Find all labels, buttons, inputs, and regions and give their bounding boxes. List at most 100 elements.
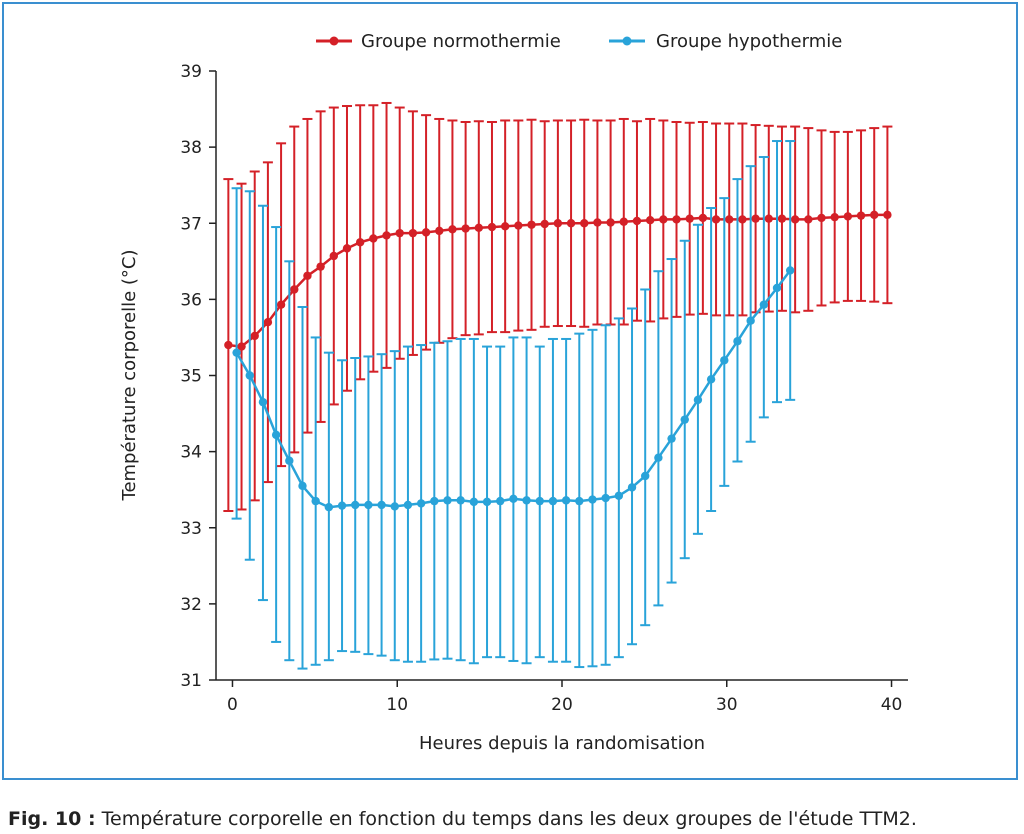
data-point bbox=[329, 251, 339, 261]
data-point bbox=[351, 500, 360, 510]
data-point bbox=[575, 496, 584, 506]
data-point bbox=[416, 499, 426, 508]
data-point bbox=[614, 491, 624, 500]
data-point bbox=[764, 214, 773, 223]
data-point bbox=[369, 234, 378, 243]
data-point bbox=[311, 496, 320, 506]
data-point bbox=[785, 266, 795, 275]
temperature-chart: 31 32 33 34 35 36 37 38 39 0 10 20 30 40 Groupe normo… bbox=[119, 31, 908, 754]
data-point bbox=[804, 215, 813, 224]
data-point bbox=[856, 211, 866, 220]
x-axis-title: Heures depuis la randomisation bbox=[419, 733, 705, 754]
data-point bbox=[561, 496, 571, 505]
data-point bbox=[469, 497, 479, 507]
x-tick-label: 30 bbox=[716, 695, 738, 715]
data-point bbox=[751, 214, 760, 223]
data-point bbox=[746, 316, 755, 325]
legend-marker-normothermie bbox=[329, 36, 339, 46]
data-point bbox=[759, 300, 769, 309]
data-point bbox=[456, 496, 465, 505]
data-point bbox=[303, 271, 312, 280]
data-point bbox=[342, 244, 352, 253]
y-tick-label: 36 bbox=[180, 290, 202, 310]
x-tick-label: 10 bbox=[386, 695, 408, 715]
data-point bbox=[632, 216, 642, 226]
data-point bbox=[883, 210, 892, 220]
data-point bbox=[364, 500, 373, 510]
data-point bbox=[548, 496, 558, 506]
data-point bbox=[482, 497, 492, 507]
data-point bbox=[285, 456, 294, 465]
data-point bbox=[509, 494, 518, 504]
data-point bbox=[250, 331, 259, 341]
data-point bbox=[443, 496, 452, 505]
data-point bbox=[566, 219, 576, 228]
data-point bbox=[298, 481, 307, 491]
data-point bbox=[496, 496, 505, 506]
data-point bbox=[461, 224, 470, 233]
data-point bbox=[601, 493, 610, 503]
x-tick-label: 40 bbox=[881, 695, 903, 715]
data-point bbox=[390, 502, 399, 511]
y-tick-label: 32 bbox=[180, 595, 202, 615]
data-point bbox=[514, 221, 523, 230]
figure-caption: Fig. 10 : Température corporelle en fonc… bbox=[8, 808, 917, 830]
data-point bbox=[540, 219, 549, 229]
data-point bbox=[448, 225, 457, 234]
legend-marker-hypothermie bbox=[622, 36, 632, 46]
data-point bbox=[245, 371, 254, 380]
data-point bbox=[487, 222, 497, 232]
data-point bbox=[403, 500, 413, 510]
data-point bbox=[645, 216, 655, 225]
data-point bbox=[263, 318, 273, 327]
data-point bbox=[435, 226, 444, 236]
data-point bbox=[290, 285, 299, 294]
data-point bbox=[720, 356, 729, 365]
data-point bbox=[276, 300, 286, 309]
data-point bbox=[593, 218, 602, 227]
data-point bbox=[606, 218, 615, 227]
legend-label-hypothermie: Groupe hypothermie bbox=[656, 31, 842, 52]
y-tick-label: 33 bbox=[180, 519, 202, 539]
caption-label: Fig. 10 : bbox=[8, 808, 96, 830]
data-point bbox=[535, 496, 544, 506]
data-point bbox=[271, 430, 281, 440]
data-point bbox=[772, 283, 782, 293]
series-0 bbox=[223, 101, 893, 513]
y-tick-label: 37 bbox=[180, 214, 202, 234]
caption-text: Température corporelle en fonction du te… bbox=[101, 808, 917, 830]
data-point bbox=[685, 214, 694, 223]
y-tick-label: 35 bbox=[180, 367, 202, 387]
data-point bbox=[706, 375, 716, 384]
data-point bbox=[382, 231, 391, 240]
series-1 bbox=[231, 140, 796, 670]
data-point bbox=[693, 395, 703, 405]
legend-label-normothermie: Groupe normothermie bbox=[361, 31, 561, 52]
data-point bbox=[355, 238, 365, 247]
data-point bbox=[588, 495, 597, 504]
data-point bbox=[527, 220, 536, 229]
data-point bbox=[654, 453, 663, 462]
data-point bbox=[725, 215, 734, 224]
data-point bbox=[698, 213, 708, 223]
data-point bbox=[395, 228, 404, 238]
data-point bbox=[237, 342, 246, 351]
data-point bbox=[777, 214, 787, 223]
data-point bbox=[680, 415, 689, 424]
data-point bbox=[672, 215, 681, 224]
data-point bbox=[830, 212, 839, 222]
data-point bbox=[430, 496, 439, 506]
data-point bbox=[738, 215, 747, 224]
data-point bbox=[627, 483, 637, 492]
y-tick-label: 31 bbox=[180, 671, 202, 691]
data-point bbox=[377, 500, 386, 510]
data-point bbox=[641, 471, 650, 481]
data-point bbox=[522, 496, 531, 505]
data-point bbox=[316, 262, 325, 271]
x-tick-label: 0 bbox=[227, 695, 238, 715]
data-point bbox=[870, 210, 879, 220]
data-point bbox=[500, 222, 510, 231]
data-point bbox=[258, 397, 268, 407]
data-point bbox=[619, 217, 628, 226]
chart-legend: Groupe normothermie Groupe hypothermie bbox=[316, 31, 842, 52]
